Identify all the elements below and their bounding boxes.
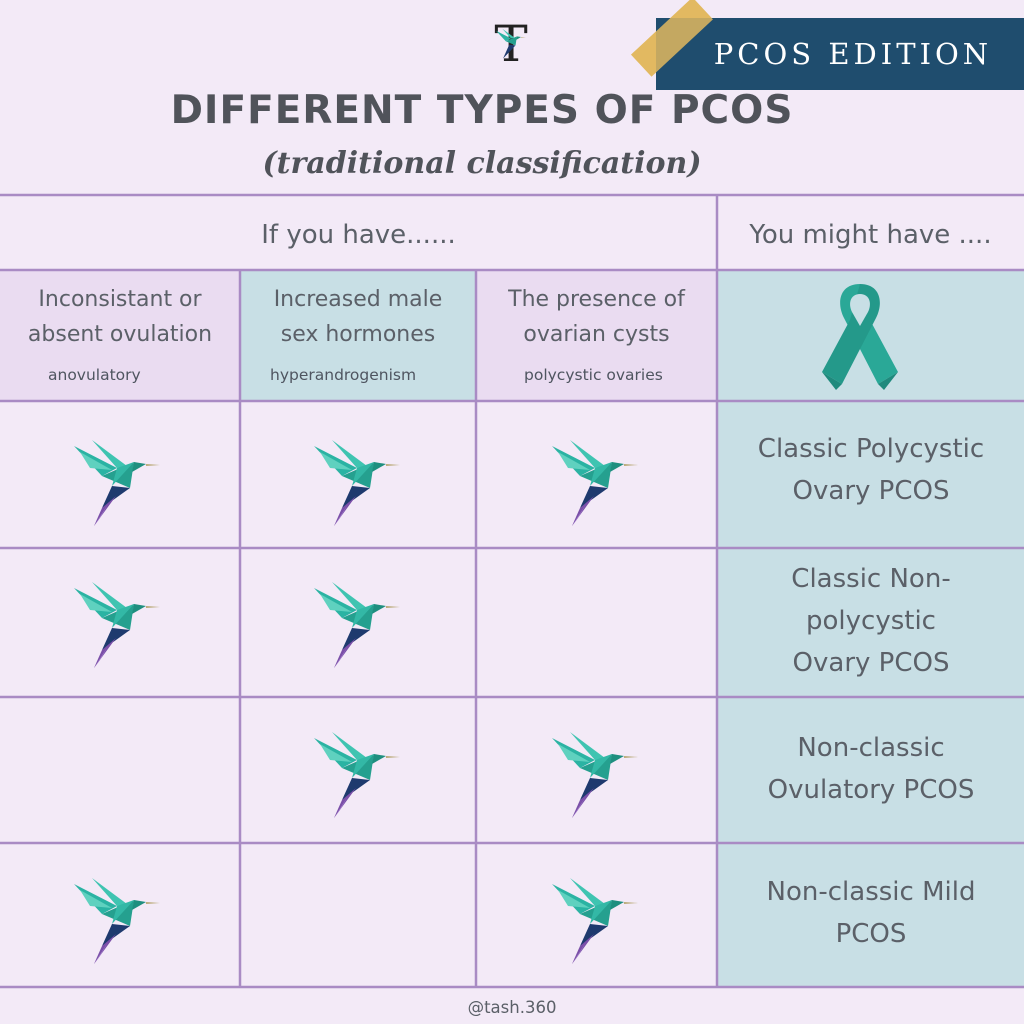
column-header-2-sub: hyperandrogenism [270, 366, 417, 384]
column-header-2-line1: Increased male [273, 287, 443, 312]
column-header-cell-2 [240, 270, 476, 401]
result-2-line1: Classic Non- [791, 564, 951, 594]
result-4: Non-classic Mild PCOS [718, 871, 1024, 955]
column-header-cell-3 [476, 270, 717, 401]
column-header-1-line1: Inconsistant or [38, 287, 202, 312]
column-header-3-line1: The presence of [508, 287, 685, 312]
result-2: Classic Non- polycystic Ovary PCOS [718, 558, 1024, 684]
column-header-2-line2: sex hormones [280, 322, 436, 347]
column-header-1: Inconsistant or absent ovulation [0, 282, 240, 352]
hummingbird-icon [72, 876, 162, 968]
hummingbird-icon [550, 730, 640, 822]
page-subtitle: (traditional classification) [262, 146, 702, 181]
logo-letter: T [494, 15, 528, 73]
result-1-line2: Ovary PCOS [792, 476, 950, 506]
result-4-line1: Non-classic Mild [766, 877, 976, 907]
result-2-line3: Ovary PCOS [792, 648, 950, 678]
edition-badge-label: PCOS EDITION [713, 37, 993, 71]
result-1: Classic Polycystic Ovary PCOS [718, 428, 1024, 512]
result-2-line2: polycystic [806, 606, 936, 636]
hummingbird-icon [312, 730, 402, 822]
logo: T [486, 18, 536, 70]
column-header-3-sub: polycystic ovaries [524, 366, 663, 384]
right-header: You might have .... [749, 220, 992, 250]
column-header-3: The presence of ovarian cysts [476, 282, 717, 352]
edition-badge: PCOS EDITION [656, 18, 1024, 90]
hummingbird-icon [550, 438, 640, 530]
result-4-line2: PCOS [835, 919, 907, 949]
hummingbird-icon [72, 580, 162, 672]
left-header: If you have...... [261, 220, 456, 250]
result-3-line1: Non-classic [797, 733, 945, 763]
column-header-cell-1 [0, 270, 240, 401]
column-header-1-line2: absent ovulation [27, 322, 213, 347]
awareness-ribbon-icon [822, 284, 898, 390]
hummingbird-icon [72, 438, 162, 530]
result-column-background [717, 270, 1024, 987]
column-header-2: Increased male sex hormones [240, 282, 476, 352]
hummingbird-icon [312, 580, 402, 672]
column-header-3-line2: ovarian cysts [523, 322, 670, 347]
page-title: DIFFERENT TYPES OF PCOS [170, 88, 794, 133]
result-1-line1: Classic Polycystic [757, 434, 985, 464]
result-3: Non-classic Ovulatory PCOS [718, 727, 1024, 811]
logo-hummingbird-icon [496, 28, 526, 59]
hummingbird-icon [550, 876, 640, 968]
column-header-1-sub: anovulatory [48, 366, 141, 384]
result-3-line2: Ovulatory PCOS [767, 775, 975, 805]
hummingbird-icon [312, 438, 402, 530]
footer-handle: @tash.360 [467, 998, 557, 1017]
